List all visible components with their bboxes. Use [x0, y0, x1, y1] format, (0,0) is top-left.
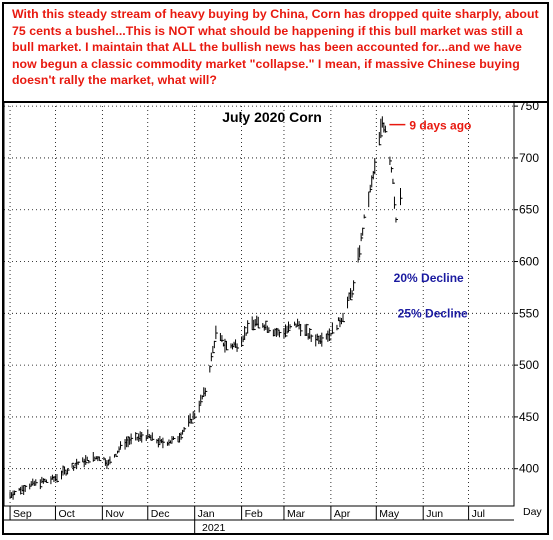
x-tick-label: Oct	[58, 508, 74, 520]
x-tick-label: Jul	[472, 508, 485, 520]
x-tick-label: Sep	[13, 508, 32, 520]
y-axis: 400 450 500 550 600 650 700 750	[514, 99, 539, 476]
annotation-25-decline: 25% Decline	[398, 306, 468, 320]
x-axis: Sep Oct Nov Dec Jan Feb Mar Apr May Jun Jul	[9, 506, 485, 534]
y-tick-label: 650	[519, 203, 539, 217]
x-tick-label: Mar	[287, 508, 306, 520]
x-tick-label: Dec	[151, 508, 170, 520]
y-tick-label: 700	[519, 151, 539, 165]
gridlines	[4, 102, 514, 506]
y-tick-label: 550	[519, 306, 539, 320]
x-tick-label: Feb	[245, 508, 263, 520]
x-tick-label: Jun	[426, 508, 443, 520]
y-tick-label: 600	[519, 255, 539, 269]
annotations: 9 days ago 20% Decline 25% Decline	[389, 119, 471, 320]
price-bars	[9, 116, 403, 500]
plot-area	[3, 101, 515, 507]
annotation-9-days-ago: 9 days ago	[409, 119, 471, 133]
annotation-20-decline: 20% Decline	[394, 271, 464, 285]
x-tick-label: Apr	[334, 508, 351, 520]
x-tick-label: Jan	[198, 508, 215, 520]
chart-title: July 2020 Corn	[222, 109, 322, 125]
y-tick-label: 400	[519, 462, 539, 476]
commentary-note: With this steady stream of heavy buying …	[12, 7, 539, 87]
y-tick-label: 450	[519, 410, 539, 424]
year-label: 2021	[202, 522, 226, 534]
y-tick-label: 500	[519, 358, 539, 372]
x-axis-label: Day	[523, 506, 542, 518]
x-tick-label: May	[379, 508, 400, 520]
x-tick-label: Nov	[105, 508, 124, 520]
chart-frame	[2, 2, 549, 535]
y-tick-label: 750	[519, 99, 539, 113]
